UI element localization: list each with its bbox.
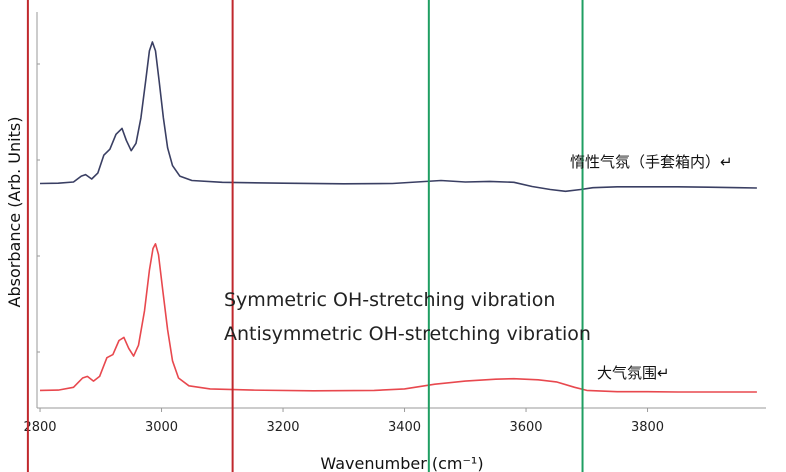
x-tick-label-2800: 2800 [23,420,56,435]
x-tick-label-3800: 3800 [631,420,664,435]
x-axis-title: Wavenumber (cm⁻¹) [320,454,483,472]
x-tick-label-3400: 3400 [388,420,421,435]
vertical-marker-lines [26,0,584,472]
y-axis-ticks [37,63,40,353]
series-line-1 [39,243,757,393]
x-tick-label-3200: 3200 [266,420,299,435]
series-line-0 [39,41,757,193]
x-tick-label-3000: 3000 [145,420,178,435]
series-layer [39,41,757,393]
annotation-inert-atmosphere: 惰性气氛（手套箱内）↵ [570,153,733,171]
annotation-symmetric-oh: Symmetric OH-stretching vibration [224,289,555,311]
x-tick-label-3600: 3600 [509,420,542,435]
annotation-antisymmetric-oh: Antisymmetric OH-stretching vibration [224,323,591,345]
annotation-air-atmosphere: 大气氛围↵ [597,364,670,382]
y-axis-title: Absorbance (Arb. Units) [5,117,24,308]
x-axis-tick-labels: 2800 3000 3200 3400 3600 3800 [23,420,664,435]
x-axis-ticks [39,408,649,412]
